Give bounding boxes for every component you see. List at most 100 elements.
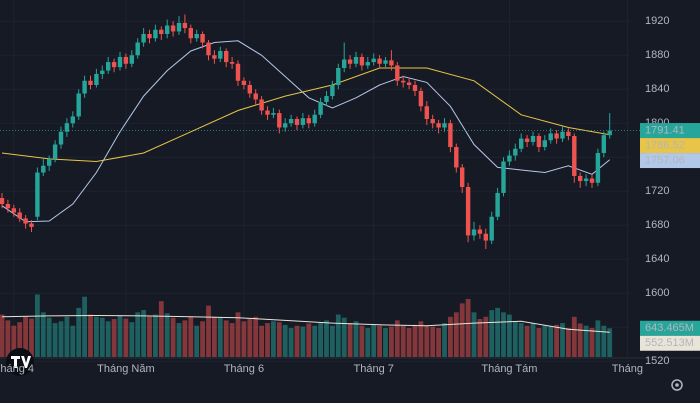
volume-bar [82, 296, 87, 357]
candle-body [595, 153, 601, 183]
volume-bar [182, 320, 188, 357]
candle-body [17, 212, 22, 219]
candle-body [52, 144, 58, 159]
candle-body [601, 135, 606, 153]
candle-body [64, 123, 70, 132]
gear-center[interactable] [675, 383, 679, 387]
volume-bar [141, 310, 146, 357]
candle-body [483, 233, 488, 241]
settings-icon[interactable] [671, 379, 683, 391]
candle-body [23, 218, 28, 224]
candle-body [147, 34, 152, 39]
volume-bar [383, 327, 388, 357]
volume-bar [294, 325, 300, 357]
candle-body [88, 80, 93, 85]
candle-body [153, 29, 158, 39]
candle-body [300, 118, 306, 125]
candle-body [460, 167, 465, 187]
volume-bar [194, 325, 200, 357]
volume-bar [453, 312, 459, 357]
candle-body [218, 51, 223, 59]
candle-body [377, 58, 382, 64]
price-tag-label: 1791.41 [645, 124, 685, 136]
volume-bar [430, 326, 436, 357]
volume-bar [147, 316, 152, 357]
volume-bar [571, 316, 577, 357]
candle-body [82, 80, 87, 94]
volume-bar [188, 316, 194, 357]
candle-body [424, 106, 429, 119]
volume-bar [229, 323, 235, 357]
candle-body [412, 85, 418, 91]
candle-body [330, 85, 335, 97]
candle-body [406, 82, 412, 85]
candle-body [607, 130, 612, 136]
volume-bar [341, 317, 347, 357]
volume-bar [512, 321, 518, 357]
candle-body [306, 118, 311, 124]
volume-ma-tag-label: 552.513M [645, 337, 694, 349]
volume-bar [129, 322, 135, 357]
candle-body [524, 138, 530, 142]
candle-body [501, 161, 506, 193]
candle-body [182, 22, 188, 29]
candle-body [542, 140, 547, 148]
volume-bar [595, 320, 601, 357]
candle-body [448, 123, 453, 148]
volume-bar [524, 325, 530, 357]
candle-body [247, 85, 252, 94]
candle-body [477, 229, 483, 234]
volume-bar [465, 298, 471, 357]
volume-bar [554, 324, 559, 357]
candle-body [271, 113, 276, 115]
volume-bar [29, 318, 34, 357]
candle-body [389, 60, 394, 66]
candle-body [365, 62, 370, 66]
candle-body [442, 123, 447, 128]
volume-bar [471, 312, 477, 357]
candle-body [235, 63, 241, 81]
volume-bar [35, 294, 40, 357]
volume-bar [170, 317, 176, 357]
volume-bar [70, 325, 76, 357]
candle-body [536, 136, 542, 148]
candle-body [106, 62, 111, 71]
candle-body [395, 65, 400, 81]
candle-body [5, 204, 11, 209]
candle-body [259, 99, 264, 111]
y-tick-label: 1640 [645, 253, 669, 265]
price-tag [640, 153, 700, 169]
candle-body [253, 93, 258, 100]
x-tick-label: Tháng 7 [354, 363, 394, 375]
volume-bar [247, 319, 253, 357]
volume-bar [200, 321, 205, 357]
candle-body [29, 223, 34, 227]
volume-tag-label: 643.465M [645, 322, 694, 334]
volume-bar [46, 317, 52, 357]
volume-bar [324, 320, 329, 357]
gear[interactable] [671, 379, 683, 391]
volume-bar [412, 324, 418, 357]
candle-body [0, 198, 5, 204]
volume-bar [477, 319, 483, 357]
x-tick-label: Tháng 6 [224, 363, 264, 375]
volume-bar [489, 310, 495, 357]
candle-body [135, 42, 140, 56]
candle-body [229, 62, 235, 64]
candle-body [465, 187, 471, 236]
y-tick-label: 1840 [645, 83, 669, 95]
volume-bar [377, 325, 382, 357]
volume-bar [117, 315, 123, 357]
volume-bar [418, 321, 424, 357]
candle-body [94, 73, 99, 85]
volume-bar [288, 327, 294, 357]
volume-bar [40, 312, 46, 357]
volume-bar [105, 321, 111, 357]
volume-bar [589, 327, 595, 357]
candle-body [418, 90, 424, 107]
volume-bar [495, 307, 500, 357]
candle-body [513, 148, 518, 156]
x-tick-label: Tháng 4 [0, 363, 34, 375]
candle-body [123, 56, 129, 64]
